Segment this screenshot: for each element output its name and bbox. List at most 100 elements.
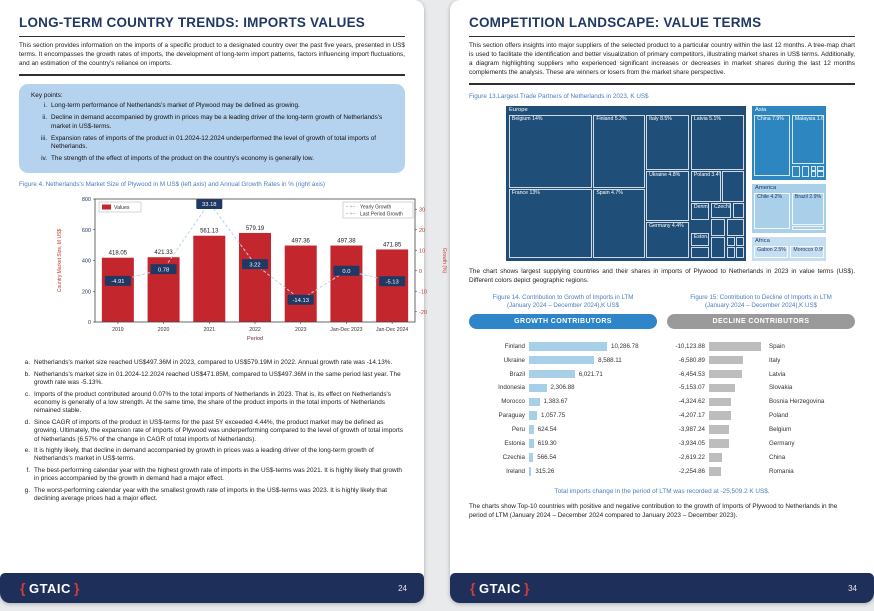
- note-number: b.: [24, 370, 30, 378]
- country-label: Poland: [768, 412, 789, 420]
- decline-bar: [708, 397, 732, 407]
- decline-bar-area: [708, 342, 763, 351]
- decline-contributors-button[interactable]: DECLINE CONTRIBUTORS: [667, 314, 855, 330]
- treemap-cell: [726, 236, 735, 247]
- page-footer: {GTAIC} 34: [450, 573, 874, 603]
- decline-value: -2,254.86: [678, 467, 705, 475]
- bar-value-label: 421.33: [154, 251, 173, 257]
- right-axis-tick: -10: [419, 290, 427, 296]
- treemap-cell-spain: Spain 4.7%: [593, 188, 645, 259]
- decline-bar: [708, 411, 731, 420]
- decline-bar: [708, 383, 736, 393]
- treemap-region-cells: Gabon 2.5% Morocco 0.9%: [753, 245, 825, 260]
- key-point-number: iv.: [41, 154, 47, 162]
- right-axis-tick: 20: [419, 228, 425, 234]
- page-number: 24: [398, 583, 407, 593]
- x-axis-tick: 2020: [158, 327, 170, 333]
- key-point: iv. The strength of the effect of import…: [31, 155, 393, 163]
- growth-label: 0.78: [158, 268, 169, 274]
- note-text: The worst-performing calendar year with …: [34, 486, 388, 503]
- decline-row-bosnia-herzegovina: -4,324.62 Bosnia Herzegovina: [654, 395, 855, 409]
- key-point-text: The strength of the effect of imports of…: [51, 154, 314, 162]
- note-item: a. Netherlands's market size reached US$4…: [19, 359, 405, 367]
- treemap-cell: [733, 203, 744, 219]
- treemap-cell-chile: Chile 4.2%: [754, 193, 791, 229]
- growth-bar: [529, 369, 575, 379]
- treemap-region-europe: Europe Belgium 14% France 13% Finland 5.2% S…: [505, 104, 747, 262]
- note-number: f.: [26, 466, 30, 474]
- growth-contributors-chart: Finland 10,286.78 Ukraine 8,588.11 Brazil 6,0…: [469, 339, 654, 478]
- figure14-caption-line1: Figure 14. Contribution to Growth of Imp…: [492, 293, 634, 301]
- bar-value-label: 497.36: [292, 239, 311, 245]
- figure4-caption: Figure 4. Netherlands's Market Size of P…: [19, 181, 326, 189]
- decline-row-slovakia: -5,153.07 Slovakia: [654, 381, 855, 395]
- trade-partners-treemap: Europe Belgium 14% France 13% Finland 5.2% S…: [469, 104, 855, 262]
- decline-value: -4,207.17: [678, 412, 705, 420]
- contribution-charts: Finland 10,286.78 Ukraine 8,588.11 Brazil 6,0…: [469, 339, 855, 478]
- growth-row-peru: Peru 624.54: [469, 423, 654, 437]
- decline-bar: [708, 453, 723, 462]
- note-number: e.: [24, 447, 30, 455]
- treemap-cell: [817, 171, 824, 177]
- growth-label-box: [150, 264, 177, 275]
- country-label: Germany: [768, 439, 795, 447]
- total-change-note: Total imports change in the period of LT…: [554, 488, 770, 496]
- country-label: Ireland: [506, 467, 525, 475]
- growth-row-paraguay: Paraguay 1,057.75: [469, 409, 654, 423]
- growth-bar: [529, 411, 537, 420]
- note-text: Since CAGR of imports of the product in …: [34, 418, 403, 443]
- key-point-text: Decline in demand accompanied by growth …: [51, 114, 383, 130]
- key-point: ii. Decline in demand accompanied by gro…: [31, 114, 393, 131]
- note-item: f. The best-performing calendar year with…: [19, 467, 405, 484]
- growth-bar: [529, 355, 595, 365]
- right-axis-tick: 30: [419, 208, 425, 214]
- treemap-cell-denm.: Denm. 1%: [690, 203, 710, 221]
- page-number: 34: [848, 583, 857, 593]
- figure14-caption: Figure 14. Contribution to Growth of Imp…: [469, 294, 657, 311]
- bar-value-label: 497.38: [337, 239, 356, 245]
- treemap-canvas: Europe Belgium 14% France 13% Finland 5.2% S…: [505, 104, 827, 262]
- market-size-chart-svg: 418.05 421.33 561.13 579.19 497.36 497.38 471.…: [57, 197, 447, 342]
- decline-row-italy: -6,580.89 Italy: [654, 353, 855, 367]
- treemap-cell-gabon: Gabon 2.5%: [754, 245, 788, 258]
- key-points-box: Key points: i. Long-term performance of …: [19, 83, 405, 174]
- decline-bar-area: [708, 411, 763, 420]
- country-label: Slovakia: [768, 384, 793, 392]
- decline-bar-area: [708, 453, 763, 462]
- decline-bar: [708, 369, 743, 379]
- treemap-cell: [736, 247, 744, 259]
- growth-row-morocco: Morocco 1,383.67: [469, 395, 654, 409]
- left-axis-tick: 200: [82, 290, 91, 296]
- country-label: Belgium: [768, 426, 792, 434]
- growth-contributors-button[interactable]: GROWTH CONTRIBUTORS: [469, 314, 657, 330]
- decline-row-germany: -3,934.05 Germany: [654, 437, 855, 451]
- brace-right: }: [523, 580, 530, 596]
- x-axis-tick: 2021: [204, 327, 216, 333]
- country-label: Paraguay: [498, 412, 526, 420]
- decline-bar-area: [708, 467, 763, 476]
- key-point-number: iii.: [40, 134, 47, 142]
- right-axis-tick: 0: [419, 269, 422, 275]
- growth-value: 566.54: [537, 453, 557, 461]
- growth-bar: [529, 397, 540, 407]
- logo-text: GTAIC: [28, 581, 71, 596]
- bar-value-label: 579.19: [246, 226, 265, 232]
- right-axis-tick: 10: [419, 249, 425, 255]
- bottom-note: The charts show Top-10 countries with po…: [469, 503, 838, 520]
- decline-bar: [708, 467, 721, 476]
- treemap-cell-italy: Italy 8.5%: [646, 114, 690, 170]
- growth-bar: [529, 425, 534, 434]
- treemap-cell-brazil: Brazil 2.9%: [791, 193, 824, 225]
- treemap-region-america: America Chile 4.2% Brazil 2.9%: [751, 183, 827, 234]
- section-intro: This section offers insights into major …: [469, 42, 855, 77]
- value-bar-Jan-Dec 2023: [330, 245, 363, 323]
- growth-value: 8,588.11: [598, 356, 622, 364]
- left-axis-tick: 800: [82, 197, 91, 203]
- note-text: Netherlands's market size reached US$497…: [34, 359, 393, 367]
- brace-left: {: [470, 580, 476, 596]
- growth-label-box: [242, 259, 268, 270]
- treemap-cell-china: China 7.9%: [754, 114, 791, 176]
- treemap-cell-finland: Finland 5.2%: [593, 114, 645, 188]
- divider: [469, 36, 855, 38]
- treemap-cell-eston.: Eston. 1.1%: [690, 232, 710, 247]
